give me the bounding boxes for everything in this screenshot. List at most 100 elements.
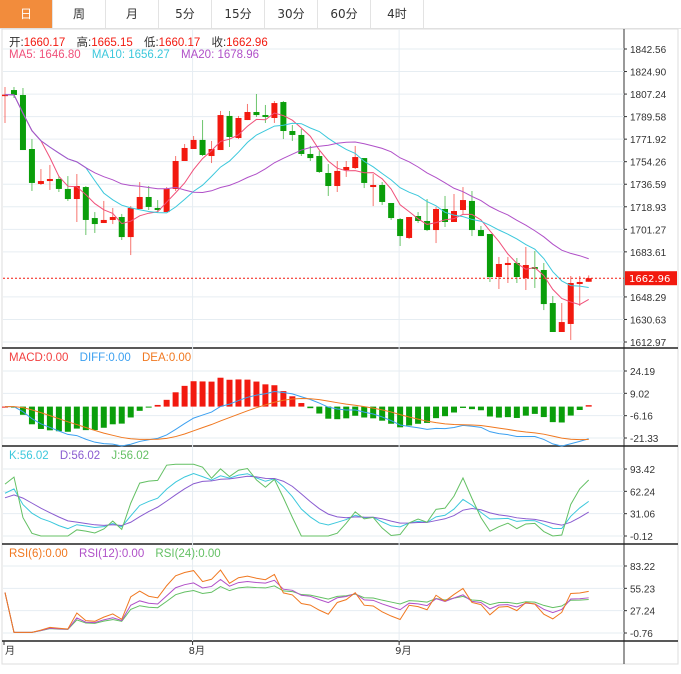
period-tabs: 日周月 5分 15分 30分 60分 4时 [0, 0, 681, 29]
macd-bar [486, 406, 493, 417]
macd-bar [64, 406, 71, 432]
main-axis-label: 1736.59 [630, 180, 667, 191]
j-line [4, 463, 590, 537]
candle [343, 160, 350, 177]
tab-5[interactable]: 30分 [265, 0, 318, 28]
j-value: J:56.02 [111, 450, 150, 462]
candle [181, 144, 188, 161]
macd-bar [46, 406, 53, 431]
tab-2[interactable]: 月 [106, 0, 159, 28]
candle [513, 257, 520, 284]
candle [37, 169, 44, 185]
candle-body [253, 111, 260, 116]
tab-1[interactable]: 周 [53, 0, 106, 28]
candle-body [558, 322, 565, 333]
candle-body [334, 170, 341, 187]
macd-bar [567, 406, 574, 416]
candle-body [2, 94, 8, 97]
x-axis-label: 8月 [189, 645, 205, 657]
macd-bar [91, 406, 98, 431]
kdj-info: K:56.02 D:56.02 J:56.02 [9, 450, 149, 462]
macd-bar [235, 379, 242, 407]
candle [190, 135, 197, 150]
candle-body [163, 188, 170, 213]
x-axis-label: 月 [5, 645, 15, 657]
tab-4[interactable]: 15分 [212, 0, 265, 28]
candle-body [19, 95, 26, 151]
candle-body [352, 157, 359, 169]
candle-body [118, 217, 125, 238]
candle-body [271, 103, 278, 118]
macd-bar [522, 406, 529, 416]
main-axis-label: 1701.27 [630, 225, 667, 236]
macd-bar [118, 406, 125, 424]
candle [154, 200, 161, 213]
macd-bar [468, 406, 475, 410]
close-value: 1662.96 [226, 37, 268, 49]
macd-bar [424, 406, 431, 423]
macd-bar [172, 392, 179, 407]
candle-body [244, 111, 251, 121]
candle [316, 151, 323, 173]
x-axis-label: 9月 [395, 645, 411, 657]
candle-body [217, 115, 224, 151]
candle-body [172, 160, 179, 189]
tab-7[interactable]: 4时 [371, 0, 424, 28]
main-axis-label: 1648.29 [630, 293, 667, 304]
ma10-line [4, 94, 589, 289]
candle-body [388, 202, 395, 219]
chart-frame [1, 28, 679, 665]
candle [271, 101, 278, 123]
candle-body [468, 200, 475, 231]
candle-body [307, 153, 314, 159]
candle-body [343, 166, 350, 171]
candle [486, 233, 493, 282]
candle-body [451, 211, 457, 223]
candle [549, 296, 556, 333]
candle-body [28, 149, 35, 183]
candle [19, 88, 26, 151]
candle-body [567, 283, 574, 324]
candle-body [46, 178, 53, 182]
candle [109, 207, 116, 225]
candle [2, 86, 8, 123]
macd-bar [190, 381, 197, 407]
rsi12-value: RSI(12):0.00 [79, 548, 145, 560]
macd-bar [289, 396, 296, 407]
candle-body [576, 281, 583, 285]
low-value: 1660.17 [158, 37, 201, 49]
macd-axis-label: -21.33 [630, 434, 659, 445]
candle [208, 140, 215, 164]
candle [406, 217, 413, 239]
candle [388, 202, 395, 220]
candle [10, 86, 17, 98]
candle [540, 262, 547, 311]
main-axis-label: 1824.90 [630, 68, 667, 79]
candle-body [136, 196, 143, 209]
tab-0[interactable]: 日 [0, 0, 53, 28]
candle [442, 195, 449, 227]
candle-body [100, 219, 107, 224]
candle [64, 176, 71, 201]
macd-bar [226, 379, 233, 407]
tab-6[interactable]: 60分 [318, 0, 371, 28]
candle-body [406, 217, 413, 238]
candle-body [289, 131, 296, 135]
tab-3[interactable]: 5分 [159, 0, 212, 28]
kdj-axis-label: 31.06 [630, 510, 655, 521]
open-label: 开: [9, 37, 24, 49]
candle-body [226, 115, 233, 138]
ma20-value: MA20: 1678.96 [181, 49, 260, 61]
macd-bar [154, 404, 161, 407]
candle-body [91, 218, 98, 225]
macd-bar [136, 406, 143, 411]
macd-axis-label: 9.02 [630, 389, 650, 400]
candle [424, 199, 431, 232]
candle-body [64, 188, 71, 200]
candle-body [370, 184, 377, 188]
macd-bar [253, 381, 260, 407]
macd-bar [477, 406, 484, 411]
main-axis-label: 1683.61 [630, 248, 667, 259]
candle-body [477, 230, 484, 237]
macd-bar [585, 405, 592, 407]
